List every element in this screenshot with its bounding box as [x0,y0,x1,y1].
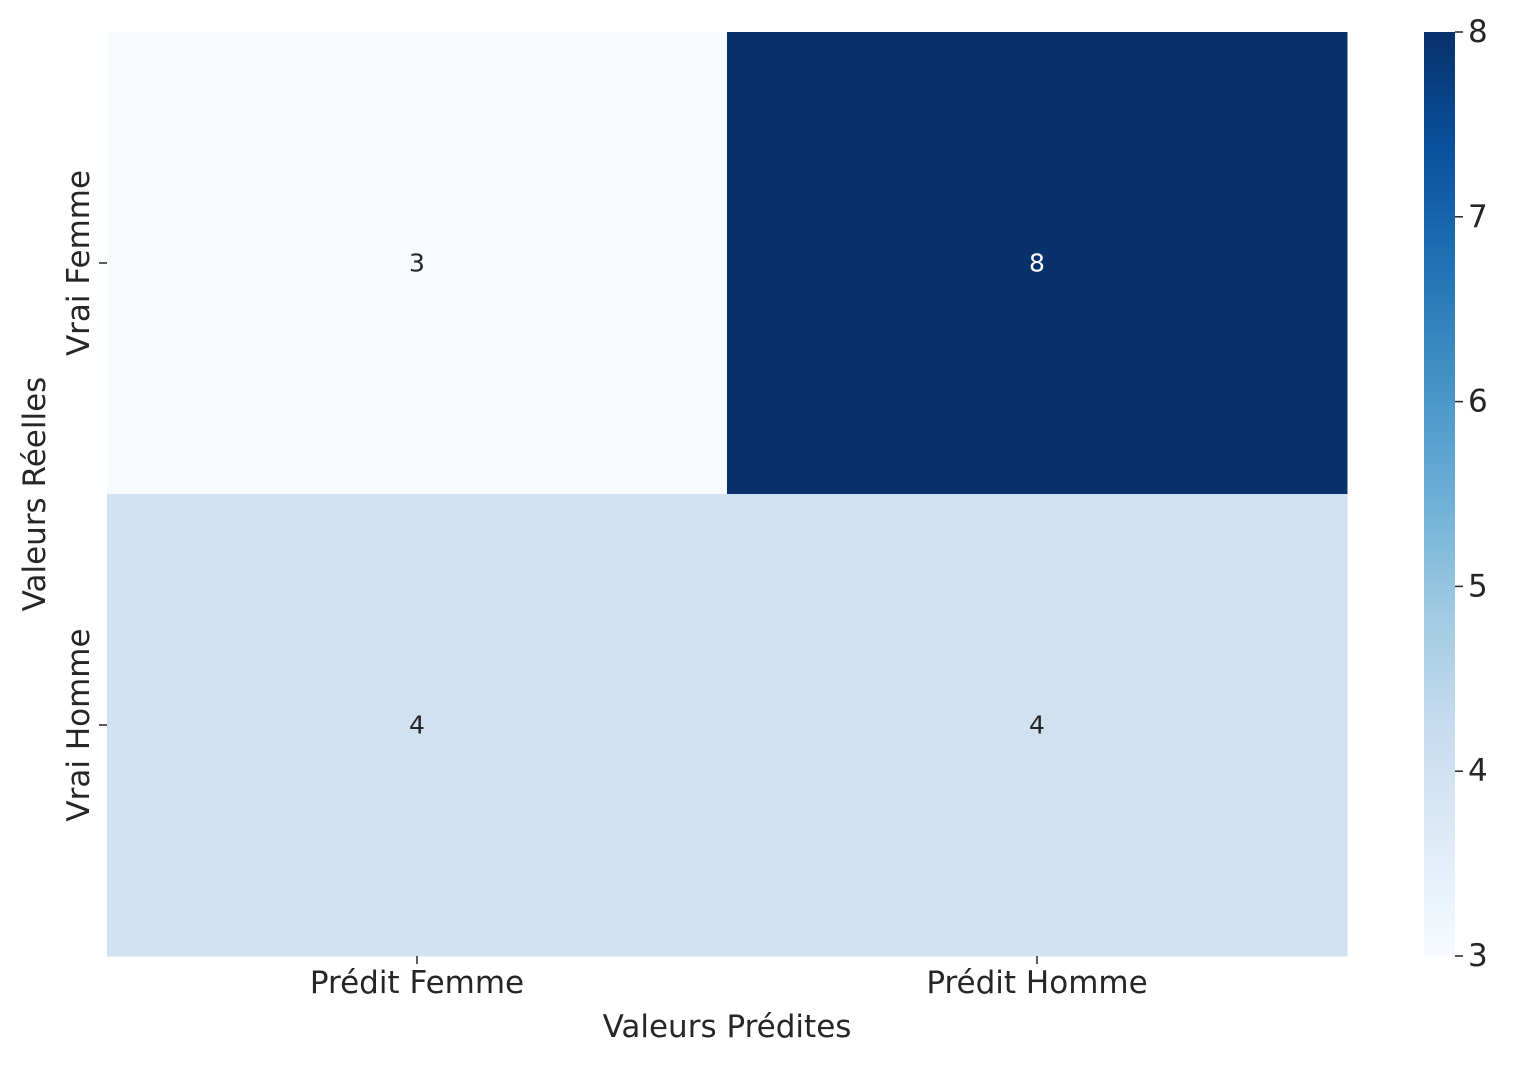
colorbar-tick-label: 8 [1468,14,1488,50]
x-tick-label: Prédit Homme [926,965,1147,1001]
colorbar-tick-label: 3 [1468,938,1488,974]
y-axis-label: Valeurs Réelles [17,377,53,612]
colorbar-gradient [1424,32,1455,956]
y-tick-label: Vrai Homme [61,628,97,821]
axis-ticks: Prédit Femme Prédit Homme Vrai Femme Vrai H… [61,170,1148,1001]
cell-value-label: 8 [1029,249,1045,278]
cell-value-label: 4 [409,711,425,740]
heatmap-cell-r0-c0 [107,32,728,495]
heatmap-cell-r1-c1 [727,494,1348,957]
heatmap-cell-r0-c1 [727,32,1348,495]
cell-value-label: 4 [1029,711,1045,740]
heatmap-cell-r1-c0 [107,494,728,957]
colorbar-tick-label: 7 [1468,199,1488,235]
colorbar: 3 4 5 6 7 8 [1424,14,1488,974]
y-tick-label: Vrai Femme [61,170,97,356]
x-axis-label: Valeurs Prédites [603,1009,852,1045]
colorbar-tick-label: 6 [1468,384,1488,420]
heatmap-cells: 3 8 4 4 [107,32,1348,957]
colorbar-tick-label: 4 [1468,753,1488,789]
colorbar-tick-label: 5 [1468,568,1488,604]
x-tick-label: Prédit Femme [310,965,524,1001]
cell-value-label: 3 [409,249,425,278]
